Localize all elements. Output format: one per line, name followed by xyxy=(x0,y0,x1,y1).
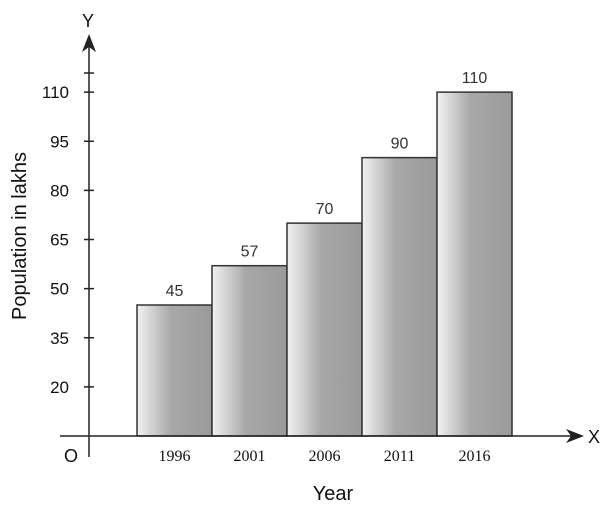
y-tick-label-65: 65 xyxy=(50,231,69,250)
x-axis-title: Year xyxy=(313,483,354,505)
data-label-2001: 57 xyxy=(241,244,259,261)
y-tick-label-35: 35 xyxy=(50,329,69,348)
data-labels-group: 45 57 70 90 110 xyxy=(166,70,488,300)
data-label-2006: 70 xyxy=(316,201,334,218)
y-axis-title: Population in lakhs xyxy=(9,152,31,320)
x-axis-arrow-icon xyxy=(566,429,584,443)
data-label-2016: 110 xyxy=(462,70,488,87)
x-tick-label-2001: 2001 xyxy=(234,448,266,465)
bar-2001 xyxy=(211,264,288,437)
y-tick-label-95: 95 xyxy=(50,132,69,151)
y-axis-letter: Y xyxy=(82,11,94,31)
y-axis-arrow-icon xyxy=(82,34,96,52)
bar-2016 xyxy=(436,91,513,437)
y-ticks-group: 20 35 50 65 80 95 110 xyxy=(42,83,94,397)
bar-2006 xyxy=(286,222,363,437)
y-tick-label-80: 80 xyxy=(50,181,69,200)
bars-group xyxy=(136,91,513,437)
y-tick-label-50: 50 xyxy=(50,280,69,299)
y-tick-label-110: 110 xyxy=(42,83,69,102)
x-tick-label-1996: 1996 xyxy=(159,448,191,465)
data-label-1996: 45 xyxy=(166,283,184,300)
y-tick-label-20: 20 xyxy=(50,378,69,397)
data-label-2011: 90 xyxy=(391,136,409,153)
bar-2011 xyxy=(361,156,438,437)
x-axis-letter: X xyxy=(588,427,600,447)
x-tick-label-2016: 2016 xyxy=(459,448,491,465)
bar-1996 xyxy=(136,304,213,437)
origin-letter: O xyxy=(64,446,78,466)
x-tick-label-2011: 2011 xyxy=(384,448,415,465)
x-ticks-group: 1996 2001 2006 2011 2016 xyxy=(159,448,491,465)
x-tick-label-2006: 2006 xyxy=(309,448,341,465)
